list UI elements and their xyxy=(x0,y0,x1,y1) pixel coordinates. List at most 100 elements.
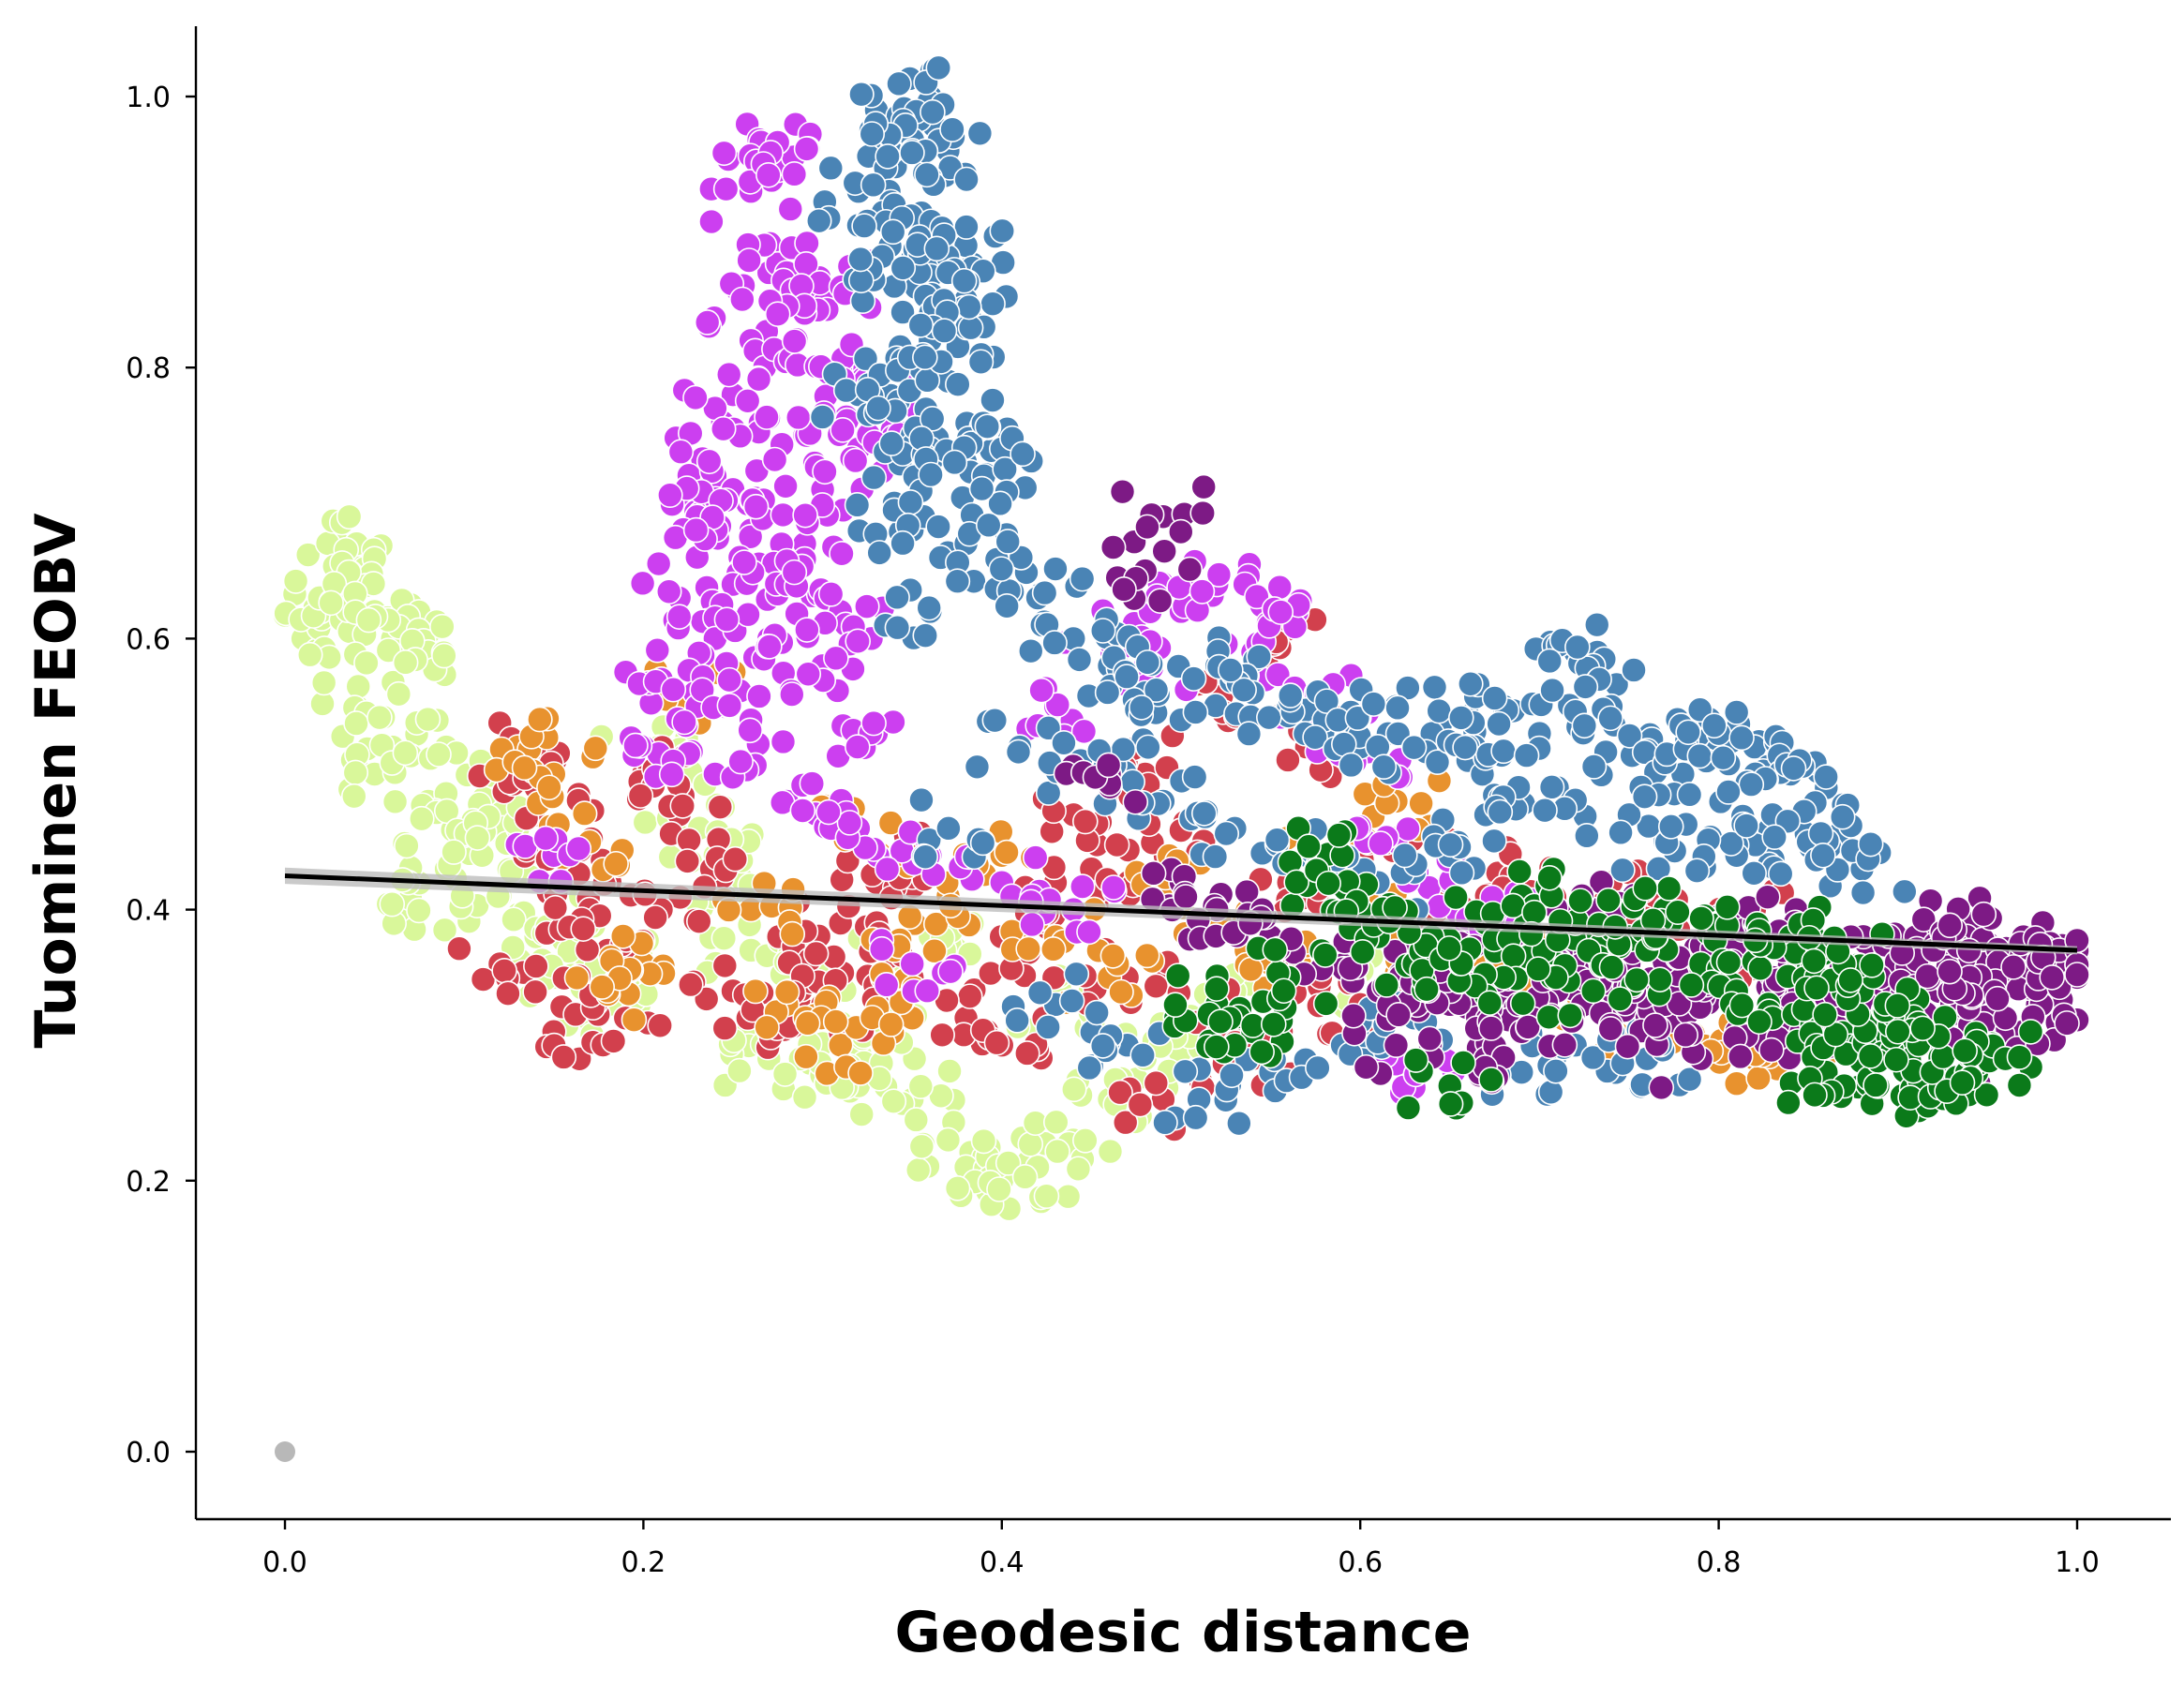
scatter-point xyxy=(925,54,952,82)
scatter-point xyxy=(426,741,452,768)
scatter-point xyxy=(1312,991,1339,1017)
scatter-point xyxy=(1741,859,1768,887)
scatter-point xyxy=(1539,677,1565,704)
y-tick-label: 1.0 xyxy=(126,82,171,114)
scatter-point xyxy=(920,98,946,126)
scatter-point xyxy=(1647,966,1673,992)
scatter-point xyxy=(1325,822,1353,848)
scatter-point xyxy=(1095,752,1122,779)
scatter-point xyxy=(1277,682,1304,709)
scatter-point xyxy=(1349,939,1376,965)
scatter-point xyxy=(995,1150,1022,1176)
scatter-point xyxy=(852,345,879,372)
scatter-point xyxy=(1143,1069,1170,1097)
scatter-point xyxy=(1937,912,1964,939)
scatter-point xyxy=(644,636,671,664)
scatter-point xyxy=(736,247,762,274)
scatter-point xyxy=(1060,1076,1087,1103)
scatter-point xyxy=(1728,992,1756,1019)
scatter-point xyxy=(908,786,935,813)
scatter-point xyxy=(1710,744,1737,771)
scatter-point xyxy=(754,404,780,430)
scatter-point xyxy=(1421,674,1448,701)
scatter-point xyxy=(1597,1015,1624,1042)
scatter-point xyxy=(1127,1091,1154,1118)
scatter-point xyxy=(1035,1014,1061,1040)
scatter-point xyxy=(1683,858,1711,884)
scatter-point xyxy=(523,953,549,979)
scatter-point xyxy=(779,681,805,708)
scatter-point xyxy=(682,384,709,411)
scatter-point xyxy=(1133,942,1160,969)
scatter-point xyxy=(667,439,695,466)
scatter-point xyxy=(794,1010,821,1037)
scatter-point xyxy=(1099,943,1127,969)
scatter-point xyxy=(1140,860,1167,887)
scatter-point xyxy=(912,843,939,871)
scatter-point xyxy=(994,839,1020,866)
scatter-point xyxy=(964,753,991,781)
scatter-point xyxy=(1521,899,1548,926)
scatter-point xyxy=(550,1044,577,1070)
scatter-point xyxy=(1447,705,1474,731)
scatter-point xyxy=(937,958,964,985)
scatter-point xyxy=(935,815,962,842)
scatter-point xyxy=(1910,906,1937,933)
scatter-point xyxy=(1509,990,1536,1017)
scatter-point xyxy=(1111,576,1137,603)
scatter-point xyxy=(1551,1032,1578,1058)
scatter-point xyxy=(2054,1010,2080,1037)
scatter-point xyxy=(897,489,924,515)
scatter-point xyxy=(1701,712,1728,739)
scatter-point xyxy=(1076,918,1102,946)
scatter-point xyxy=(1713,894,1741,920)
scatter-point xyxy=(294,542,322,568)
scatter-point xyxy=(1580,753,1608,780)
series-6 xyxy=(1161,814,2044,1129)
scatter-point xyxy=(622,732,649,759)
scatter-point xyxy=(1607,986,1634,1012)
scatter-point xyxy=(1745,1065,1772,1092)
scatter-point xyxy=(2039,964,2065,991)
scatter-point xyxy=(355,606,382,634)
scatter-point xyxy=(1340,1002,1367,1029)
scatter-point xyxy=(923,235,950,262)
scatter-point xyxy=(1801,947,1828,975)
scatter-point xyxy=(658,761,685,788)
scatter-point xyxy=(1952,1037,1978,1065)
scatter-point xyxy=(698,208,725,235)
scatter-point xyxy=(1623,966,1650,993)
scatter-point xyxy=(1051,729,1077,756)
scatter-point xyxy=(884,584,910,611)
scatter-point xyxy=(907,1073,935,1100)
scatter-point xyxy=(1219,1062,1245,1089)
scatter-point xyxy=(805,207,832,234)
scatter-point xyxy=(1384,694,1411,722)
scatter-point xyxy=(336,503,363,530)
scatter-point xyxy=(441,839,467,865)
scatter-point xyxy=(1385,1002,1412,1028)
scatter-point xyxy=(707,794,734,820)
scatter-point xyxy=(1368,830,1394,857)
scatter-point xyxy=(657,482,683,509)
scatter-point xyxy=(1134,649,1161,676)
scatter-point xyxy=(1450,1050,1476,1076)
scatter-point xyxy=(1458,670,1484,697)
scatter-point xyxy=(711,925,738,951)
scatter-point xyxy=(1019,911,1045,938)
scatter-point xyxy=(342,759,369,786)
scatter-point xyxy=(406,897,432,924)
scatter-point xyxy=(1370,753,1398,781)
scatter-point xyxy=(501,906,527,933)
scatter-point xyxy=(1283,869,1309,896)
scatter-point xyxy=(866,540,893,566)
scatter-point xyxy=(1837,967,1863,993)
scatter-point xyxy=(1632,875,1659,902)
scatter-point xyxy=(532,825,559,852)
scatter-point xyxy=(956,293,982,321)
x-tick-label: 0.8 xyxy=(1697,1546,1742,1579)
scatter-point xyxy=(1109,478,1136,505)
scatter-point xyxy=(1010,440,1036,468)
scatter-point xyxy=(771,1061,799,1087)
scatter-point xyxy=(1849,879,1877,906)
